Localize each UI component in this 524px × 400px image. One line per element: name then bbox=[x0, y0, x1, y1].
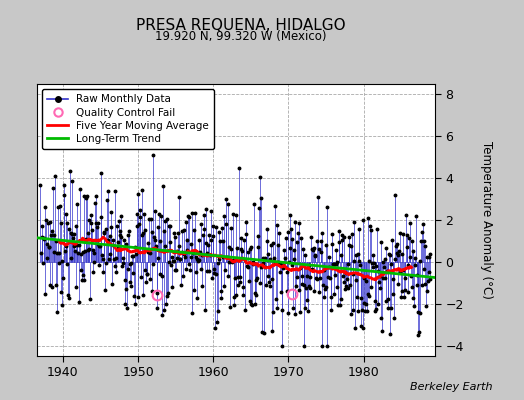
Y-axis label: Temperature Anomaly (°C): Temperature Anomaly (°C) bbox=[481, 141, 494, 299]
Text: PRESA REQUENA, HIDALGO: PRESA REQUENA, HIDALGO bbox=[136, 18, 346, 33]
Text: 19.920 N, 99.320 W (Mexico): 19.920 N, 99.320 W (Mexico) bbox=[155, 30, 327, 43]
Legend: Raw Monthly Data, Quality Control Fail, Five Year Moving Average, Long-Term Tren: Raw Monthly Data, Quality Control Fail, … bbox=[42, 89, 214, 149]
Text: Berkeley Earth: Berkeley Earth bbox=[410, 382, 493, 392]
